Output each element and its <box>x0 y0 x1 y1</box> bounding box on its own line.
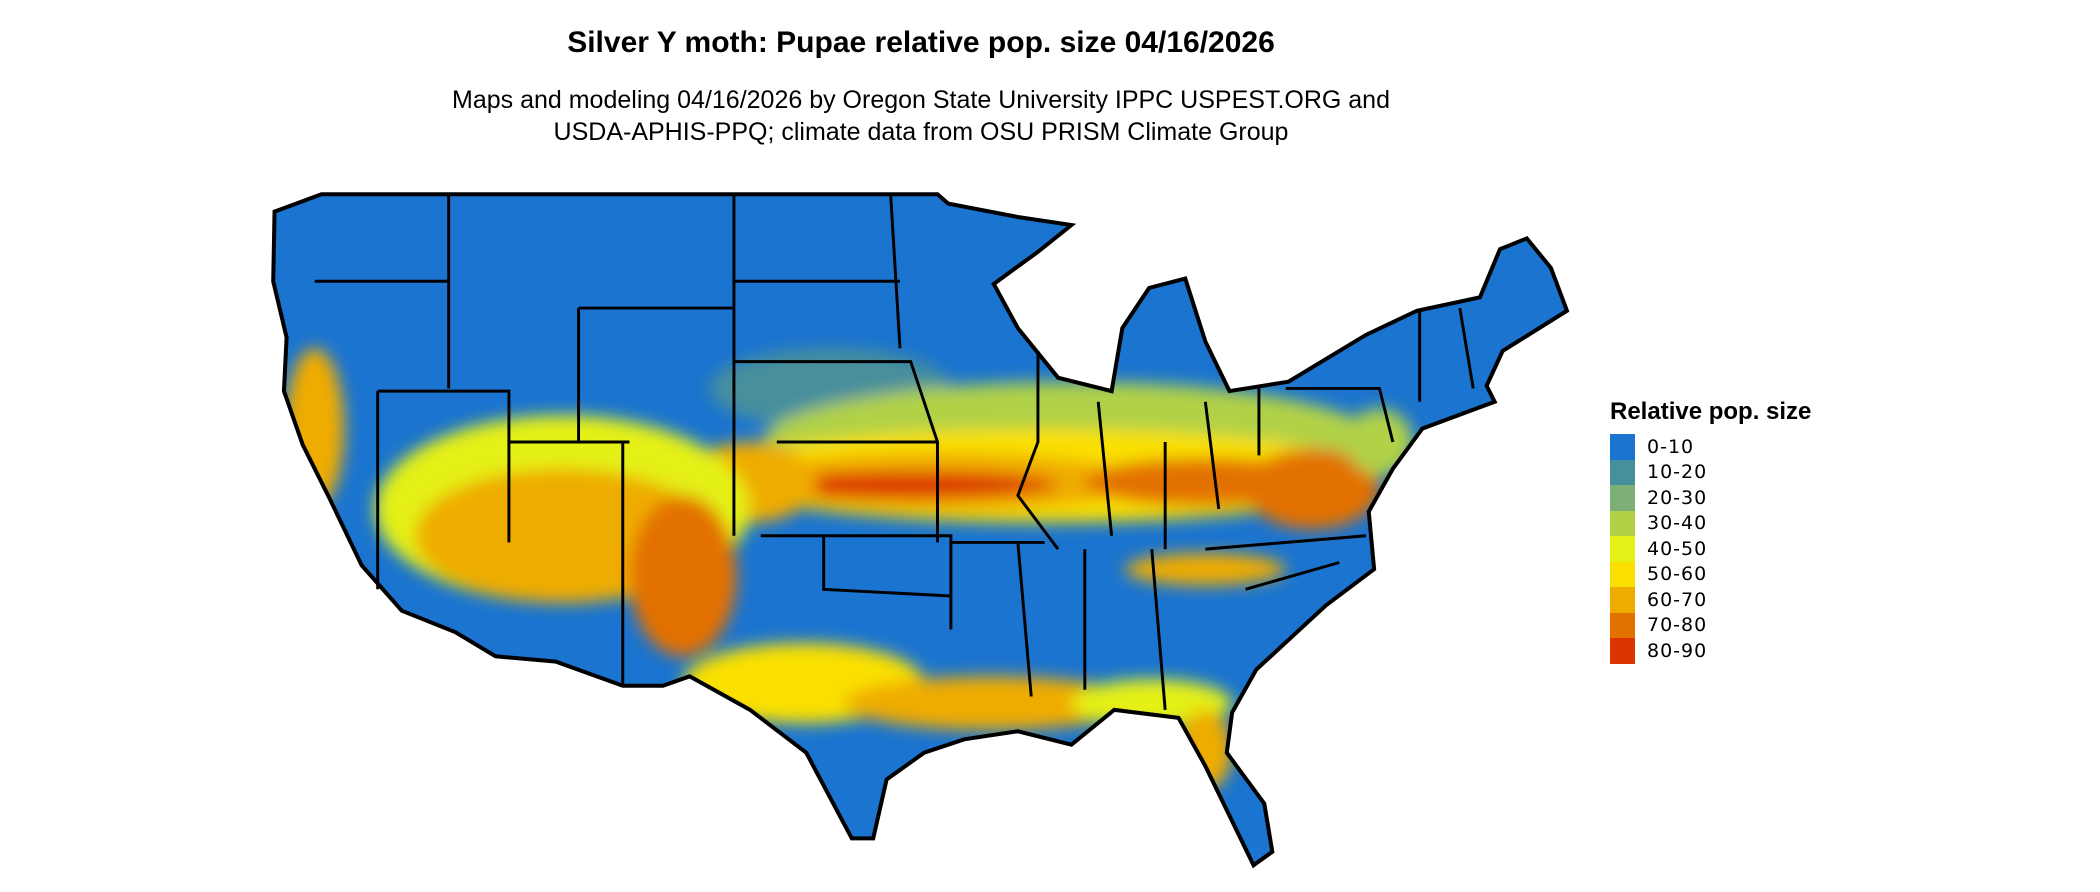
legend-label: 50-60 <box>1647 563 1708 586</box>
state-borders <box>314 194 1475 710</box>
legend: Relative pop. size 0-10 10-20 20-30 30-40 40… <box>1610 398 1811 664</box>
legend-swatch <box>1610 485 1635 511</box>
subtitle-line-1: Maps and modeling 04/16/2026 by Oregon S… <box>452 86 1390 114</box>
legend-item: 10-20 <box>1610 459 1811 485</box>
legend-label: 30-40 <box>1647 512 1708 535</box>
legend-swatch <box>1610 536 1635 562</box>
legend-item: 50-60 <box>1610 561 1811 587</box>
subtitle-line-2: USDA-APHIS-PPQ; climate data from OSU PR… <box>553 118 1289 146</box>
legend-item: 40-50 <box>1610 536 1811 562</box>
legend-item: 70-80 <box>1610 612 1811 638</box>
legend-swatch <box>1610 510 1635 536</box>
legend-swatch <box>1610 561 1635 587</box>
legend-item: 0-10 <box>1610 434 1811 460</box>
legend-item: 80-90 <box>1610 638 1811 664</box>
legend-swatch <box>1610 587 1635 613</box>
legend-swatch <box>1610 638 1635 664</box>
legend-swatch <box>1610 612 1635 638</box>
legend-items: 0-10 10-20 20-30 30-40 40-50 50-60 60-70 70-80 8… <box>1610 434 1811 664</box>
legend-label: 20-30 <box>1647 486 1708 509</box>
legend-label: 40-50 <box>1647 537 1708 560</box>
map-subtitle: Maps and modeling 04/16/2026 by Oregon S… <box>0 84 1842 148</box>
legend-swatch <box>1610 459 1635 485</box>
legend-label: 60-70 <box>1647 588 1708 611</box>
legend-item: 60-70 <box>1610 587 1811 613</box>
legend-label: 70-80 <box>1647 614 1708 637</box>
map-title: Silver Y moth: Pupae relative pop. size … <box>567 26 1275 59</box>
legend-item: 20-30 <box>1610 485 1811 511</box>
legend-swatch <box>1610 434 1635 460</box>
legend-label: 80-90 <box>1647 639 1708 662</box>
legend-label: 0-10 <box>1647 435 1695 458</box>
legend-title: Relative pop. size <box>1610 398 1812 425</box>
legend-item: 30-40 <box>1610 510 1811 536</box>
legend-label: 10-20 <box>1647 461 1708 484</box>
